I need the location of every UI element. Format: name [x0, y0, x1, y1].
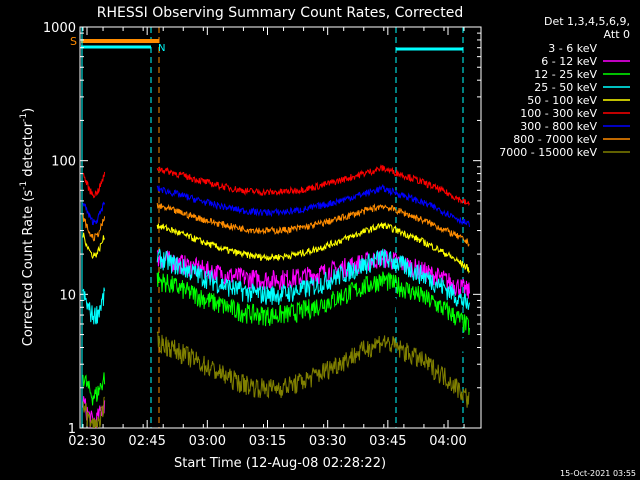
timestamp: 15-Oct-2021 03:55	[560, 469, 636, 478]
y-tick-label: 1000	[43, 21, 76, 36]
series-3	[82, 248, 470, 325]
series-line	[156, 221, 470, 274]
series-line	[82, 234, 106, 272]
legend-label: 25 - 50 keV	[534, 81, 597, 94]
series-line	[156, 164, 470, 207]
x-tick-label: 02:30	[68, 434, 105, 449]
series-line	[156, 331, 470, 408]
series-line	[82, 201, 106, 226]
legend-label: 3 - 6 keV	[548, 42, 597, 55]
x-tick-label: 04:00	[429, 434, 466, 449]
y-tick-label: 10	[59, 288, 76, 303]
legend-label: 800 - 7000 keV	[513, 133, 597, 146]
x-tick-label: 03:45	[369, 434, 406, 449]
series-line	[156, 271, 470, 336]
x-axis-label: Start Time (12-Aug-08 02:28:22)	[174, 456, 386, 471]
series-line	[82, 213, 106, 242]
series-line	[156, 292, 470, 360]
legend-label: 7000 - 15000 keV	[499, 146, 597, 159]
legend-header-line-1: Det 1,3,4,5,6,9,	[544, 15, 630, 28]
legend-label: 300 - 800 keV	[520, 120, 597, 133]
series-line	[82, 396, 105, 429]
flag-s: S	[70, 35, 77, 48]
x-tick-label: 03:15	[249, 434, 286, 449]
plot-frame	[79, 26, 482, 429]
legend-label: 100 - 300 keV	[520, 107, 597, 120]
y-tick-label: 100	[51, 155, 76, 170]
legend-label: 12 - 25 keV	[534, 68, 597, 81]
series-line	[82, 232, 105, 260]
series-line	[156, 202, 470, 248]
y-tick-label: 1	[68, 422, 76, 437]
series-8	[82, 331, 470, 429]
x-tick-label: 02:45	[128, 434, 165, 449]
series-line	[82, 372, 106, 406]
series-4	[82, 221, 470, 274]
series-6	[82, 183, 470, 227]
series-2	[82, 271, 470, 406]
x-tick-label: 03:00	[189, 434, 226, 449]
y-axis-label: Corrected Count Rate (s-1 detector-1)	[19, 108, 36, 346]
series-line	[156, 183, 470, 227]
flag-n: N	[158, 43, 165, 54]
legend-header-line-2: Att 0	[604, 28, 630, 41]
series-layer	[82, 164, 470, 429]
legend-label: 50 - 100 keV	[527, 94, 597, 107]
x-tick-label: 03:30	[309, 434, 346, 449]
series-0	[82, 234, 470, 360]
legend-label: 6 - 12 keV	[541, 55, 597, 68]
axes: 1 10 100 1000 02:30 02:45 03:00 03:15 03:30 03:45…	[43, 21, 482, 449]
series-line	[82, 287, 106, 325]
series-5	[82, 164, 470, 207]
series-line	[82, 171, 106, 199]
series-7	[82, 202, 470, 248]
series-line	[156, 248, 470, 310]
chart-title: RHESSI Observing Summary Count Rates, Co…	[97, 5, 463, 21]
